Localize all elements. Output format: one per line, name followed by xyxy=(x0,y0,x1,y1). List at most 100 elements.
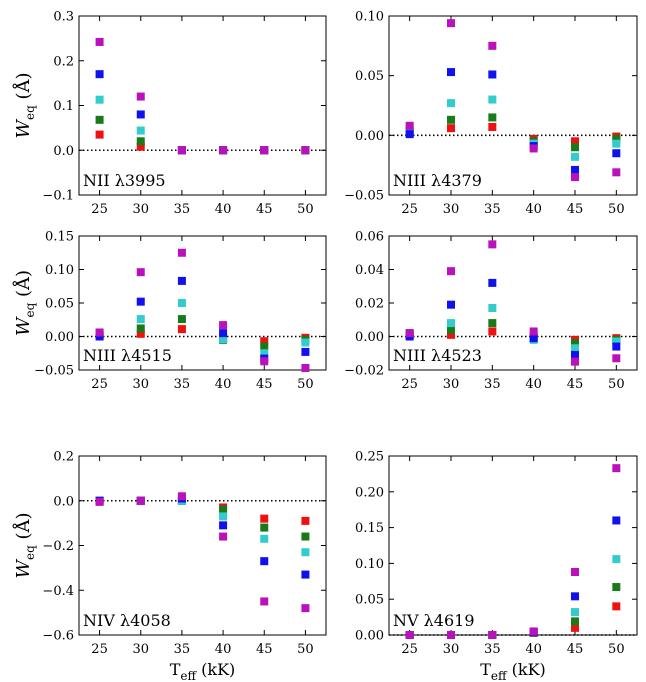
data-point-green xyxy=(301,532,310,541)
data-point-green xyxy=(488,319,497,328)
data-point-blue xyxy=(405,130,414,139)
data-point-cyan xyxy=(260,534,269,543)
x-tick-label: 40 xyxy=(525,202,542,217)
y-tick-label: 0.3 xyxy=(53,10,74,25)
axes-frame xyxy=(78,455,327,636)
y-tick-label: 0.00 xyxy=(355,629,384,644)
data-point-blue xyxy=(136,297,145,306)
x-tick-label: 50 xyxy=(297,377,314,392)
data-point-cyan xyxy=(177,299,186,307)
x-axis-label: Teff (kK) xyxy=(480,660,546,682)
data-point-blue xyxy=(529,334,538,343)
x-tick-label: 30 xyxy=(443,642,460,657)
data-point-blue xyxy=(301,347,310,356)
y-tick-label: −0.2 xyxy=(42,539,74,554)
x-tick-label: 30 xyxy=(132,642,149,657)
data-point-magenta xyxy=(260,597,269,606)
data-point-blue xyxy=(571,350,579,359)
x-tick-label: 25 xyxy=(401,377,418,392)
data-point-red xyxy=(447,124,455,133)
data-point-magenta xyxy=(447,267,455,276)
data-point-magenta xyxy=(571,567,579,576)
x-tick-label: 50 xyxy=(608,642,625,657)
y-tick-label: 0.05 xyxy=(45,297,74,312)
x-tick-label: 40 xyxy=(525,377,542,392)
y-tick-label: 0.2 xyxy=(53,450,74,465)
axes-frame xyxy=(388,15,638,196)
x-tick-label: 25 xyxy=(401,642,418,657)
x-tick-label: 40 xyxy=(525,642,542,657)
x-tick-label: 25 xyxy=(401,202,418,217)
x-tick-label: 45 xyxy=(256,642,273,657)
y-tick-label: −0.4 xyxy=(42,584,74,599)
y-tick-label: 0.00 xyxy=(355,129,384,144)
data-point-magenta xyxy=(177,492,186,501)
data-point-magenta xyxy=(219,146,228,155)
panel-2: 25 30 35 40 45 50 −0.05 0.00 0.05 0.10 NIII λ4379 xyxy=(344,10,638,217)
data-point-red xyxy=(488,327,497,336)
x-tick-label: 45 xyxy=(256,202,273,217)
data-point-cyan xyxy=(612,139,621,148)
data-point-cyan xyxy=(447,319,455,328)
data-point-cyan xyxy=(571,608,579,617)
data-point-red xyxy=(447,330,455,339)
y-tick-label: −0.02 xyxy=(344,364,384,379)
y-tick-label: 0.10 xyxy=(45,263,74,278)
panel-annotation: NIII λ4515 xyxy=(83,346,172,365)
data-point-magenta xyxy=(571,173,579,182)
x-tick-label: 45 xyxy=(256,377,273,392)
axes-frame xyxy=(78,15,327,196)
data-point-red xyxy=(301,516,310,525)
x-tick-label: 40 xyxy=(215,377,232,392)
data-point-magenta xyxy=(612,354,621,363)
data-point-magenta xyxy=(219,532,228,541)
panel-4: 25 30 35 40 45 50 −0.02 0.00 0.02 0.04 0.06 NIII λ4… xyxy=(344,230,638,392)
data-point-green xyxy=(488,113,497,122)
x-tick-label: 50 xyxy=(297,642,314,657)
data-point-magenta xyxy=(301,363,310,372)
data-point-green xyxy=(571,617,579,626)
x-tick-label: 45 xyxy=(567,377,584,392)
data-point-green xyxy=(136,324,145,333)
x-tick-label: 25 xyxy=(91,642,108,657)
data-point-magenta xyxy=(529,627,538,636)
y-axis-label: Weq (Å) xyxy=(12,512,37,578)
y-tick-label: 0.02 xyxy=(355,297,384,312)
data-point-magenta xyxy=(301,604,310,613)
x-tick-label: 30 xyxy=(443,377,460,392)
y-tick-label: 0.0 xyxy=(53,494,74,509)
data-point-red xyxy=(95,130,104,139)
data-point-blue xyxy=(177,276,186,285)
panel-annotation: NV λ4619 xyxy=(393,611,475,630)
data-point-blue xyxy=(571,165,579,174)
data-point-magenta xyxy=(612,464,621,473)
y-tick-label: 0.10 xyxy=(355,557,384,572)
data-point-magenta xyxy=(405,631,414,639)
x-tick-label: 30 xyxy=(132,377,149,392)
data-point-blue xyxy=(95,70,104,79)
data-point-cyan xyxy=(301,548,310,557)
data-point-blue xyxy=(447,300,455,309)
data-point-magenta xyxy=(447,631,455,639)
y-tick-label: 0.05 xyxy=(355,593,384,608)
data-point-magenta xyxy=(612,168,621,177)
data-point-cyan xyxy=(488,95,497,104)
data-point-magenta xyxy=(301,146,310,155)
data-point-cyan xyxy=(488,304,497,313)
y-tick-label: 0.06 xyxy=(355,230,384,245)
panel-annotation: NIII λ4523 xyxy=(393,346,482,365)
y-tick-label: 0.15 xyxy=(45,230,74,245)
data-point-cyan xyxy=(136,315,145,324)
data-point-green xyxy=(260,523,269,532)
data-point-magenta xyxy=(529,144,538,153)
axes-frame xyxy=(388,455,638,636)
data-point-magenta xyxy=(405,329,414,338)
data-point-magenta xyxy=(177,248,186,257)
data-point-green xyxy=(95,115,104,124)
data-point-red xyxy=(260,514,269,523)
panel-5: 25 30 35 40 45 50 −0.6 −0.4 −0.2 0.0 0.2 NIV λ4058 W… xyxy=(12,450,327,682)
data-point-red xyxy=(612,602,621,611)
data-point-blue xyxy=(95,332,104,341)
panel-6: 25 30 35 40 45 50 0.00 0.05 0.10 0.15 0.20 0.25 NV λ… xyxy=(355,450,638,682)
